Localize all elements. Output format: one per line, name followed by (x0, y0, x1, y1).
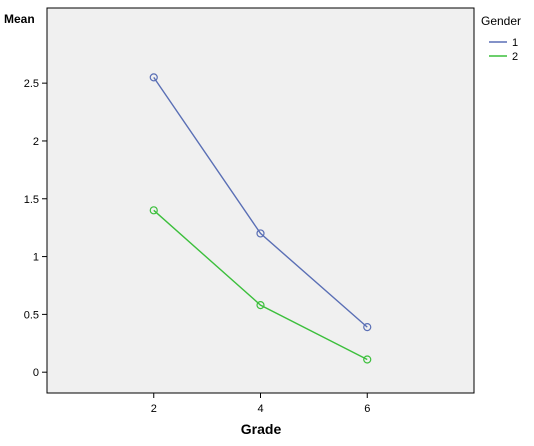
data-point-series-2 (363, 355, 372, 364)
y-tick-label: 2 (33, 136, 39, 148)
x-tick-label: 6 (364, 403, 370, 415)
x-tick-label: 4 (257, 403, 263, 415)
y-axis-ticks: 0 0.5 1 1.5 2 2.5 (24, 78, 47, 379)
y-tick-label: 0.5 (24, 309, 39, 321)
x-tick-label: 2 (151, 403, 157, 415)
y-tick-label: 1 (33, 252, 39, 264)
data-point-series-2 (256, 301, 265, 310)
data-point-series-1 (149, 73, 158, 82)
series-line-2 (153, 209, 368, 361)
series-line-1 (153, 76, 368, 328)
legend-label-2: 2 (512, 51, 518, 63)
y-tick-label: 0 (33, 367, 39, 379)
y-tick-label: 1.5 (24, 194, 39, 206)
y-axis-title: Mean (4, 12, 35, 26)
legend: Gender 1 2 (481, 14, 521, 63)
data-point-series-1 (363, 322, 372, 332)
legend-label-1: 1 (512, 37, 518, 49)
data-point-series-2 (149, 206, 158, 215)
plot-area (46, 7, 475, 394)
data-point-series-1 (256, 229, 265, 238)
legend-title: Gender (481, 14, 521, 28)
y-tick-label: 2.5 (24, 78, 39, 90)
x-axis-title: Grade (241, 421, 282, 437)
x-axis-ticks: 2 4 6 (151, 393, 370, 415)
series-layer (149, 73, 372, 364)
